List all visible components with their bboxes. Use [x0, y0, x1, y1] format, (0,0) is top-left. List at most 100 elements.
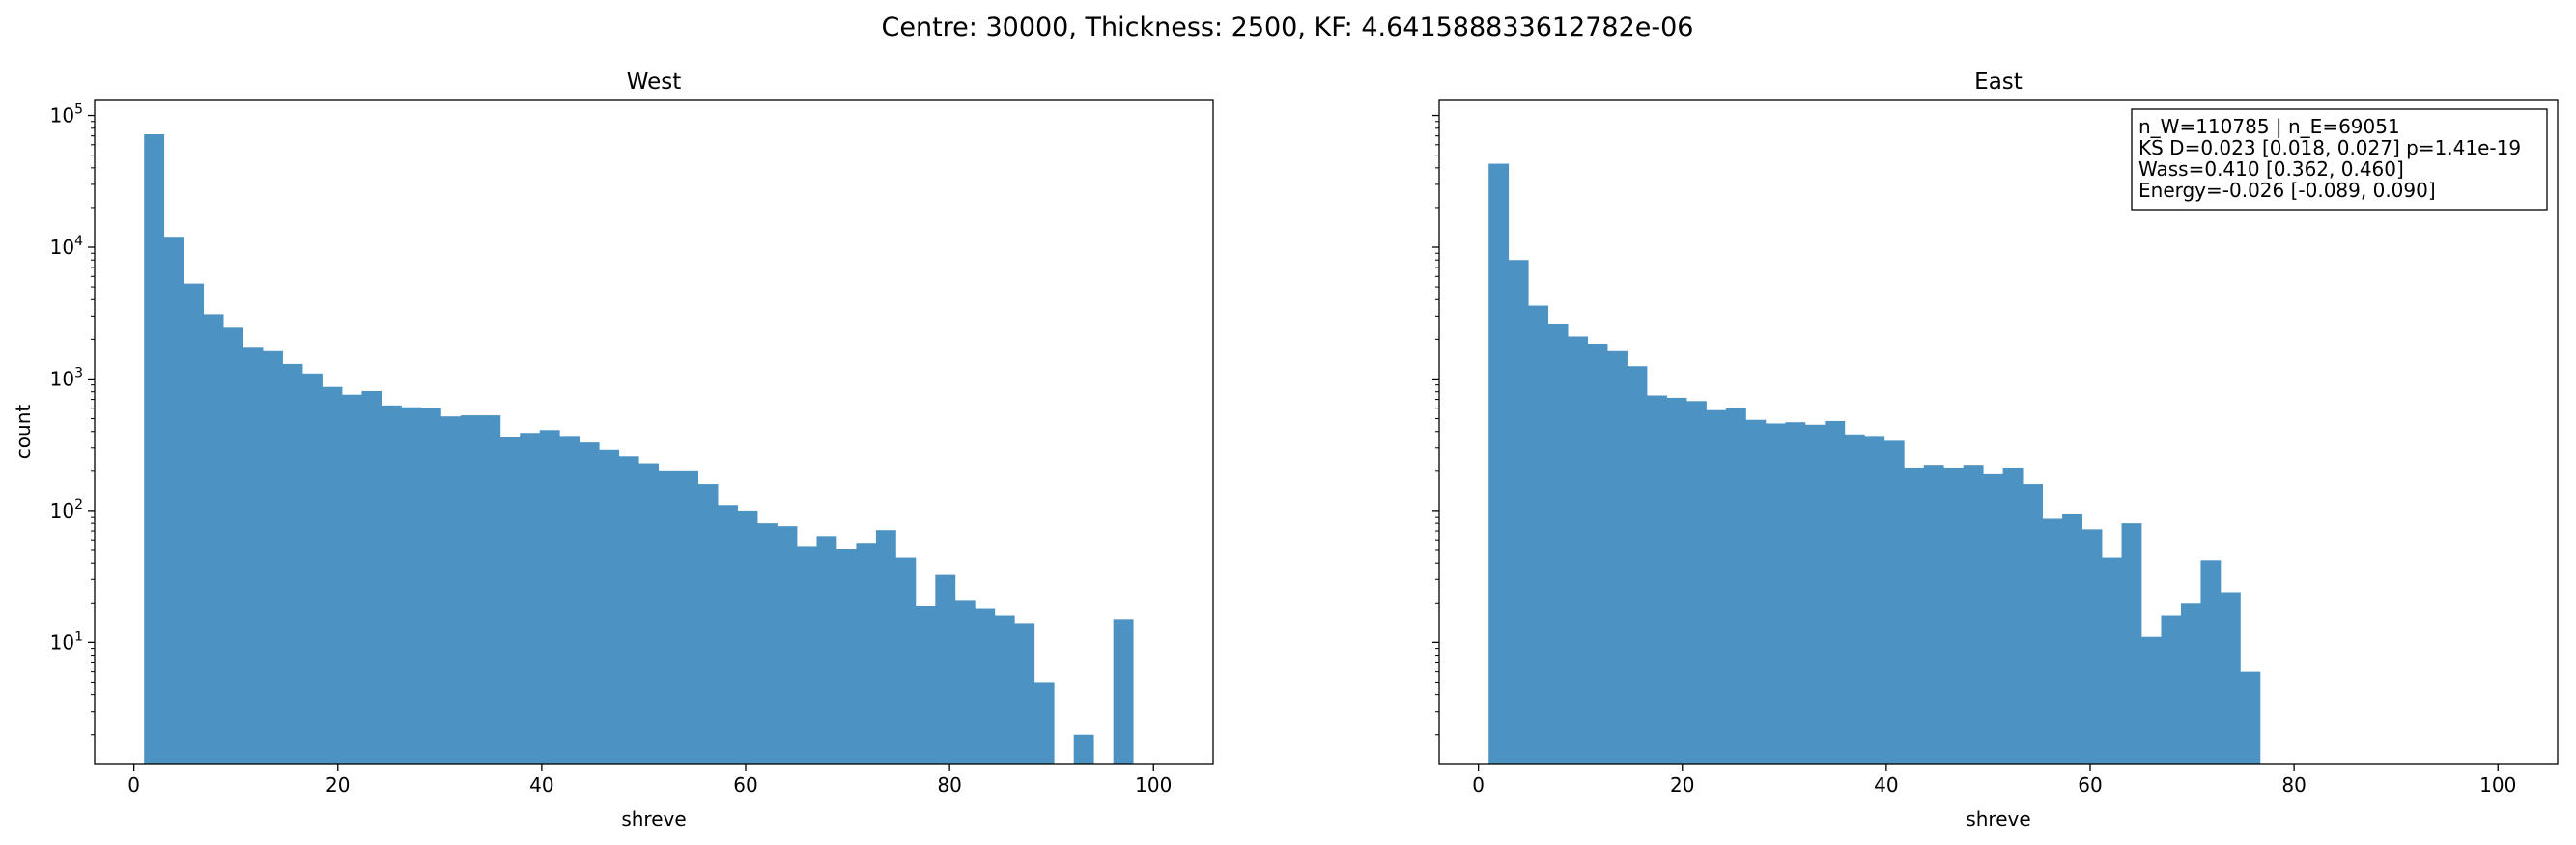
y-tick-label: 103 [50, 365, 83, 390]
y-tick-exponent: 5 [74, 102, 83, 118]
west-panel-title: West [627, 70, 682, 95]
histogram-bar [1014, 623, 1035, 764]
histogram-bar [1943, 467, 1965, 764]
west-axes-frame [94, 99, 1214, 765]
histogram-bar [460, 415, 481, 764]
east-x-axis-label: shreve [1966, 807, 2030, 831]
y-tick-exponent: 1 [74, 629, 83, 644]
histogram-bar [1568, 336, 1588, 764]
x-tick-label: 80 [2281, 774, 2306, 797]
x-tick-label: 0 [127, 774, 140, 797]
west-x-axis-label: shreve [621, 807, 686, 831]
x-tick-label: 20 [1670, 774, 1694, 797]
histogram-bar [975, 608, 996, 764]
x-tick-label: 100 [2479, 774, 2516, 797]
histogram-bar [777, 526, 798, 764]
stats-annotation-line: Energy=-0.026 [-0.089, 0.090] [2138, 179, 2436, 202]
histogram-bar [1488, 163, 1510, 764]
figure-suptitle: Centre: 30000, Thickness: 2500, KF: 4.64… [882, 13, 1694, 42]
histogram-bar [361, 390, 382, 764]
histogram-bar [2180, 603, 2201, 764]
east-axes-frame [1438, 99, 2559, 765]
histogram-bar [1547, 324, 1569, 764]
y-tick-base: 10 [50, 367, 74, 390]
x-tick-label: 40 [1874, 774, 1898, 797]
histogram-bar [2081, 529, 2103, 764]
east-panel: East 0 20 40 60 80 100 shreve n_W=110785 | n_… [1432, 70, 2559, 831]
east-x-ticks: 0 20 40 60 80 100 [1472, 764, 2516, 797]
east-y-ticks [1432, 114, 1439, 736]
y-tick-label: 105 [50, 102, 83, 127]
histogram-bar [835, 549, 857, 764]
histogram-bar [1725, 408, 1746, 764]
east-bars [1488, 163, 2261, 765]
stats-annotation-line: n_W=110785 | n_E=69051 [2138, 115, 2400, 138]
histogram-bar [480, 415, 501, 764]
histogram-bar [2121, 523, 2142, 764]
x-tick-label: 40 [529, 774, 553, 797]
histogram-bar [341, 394, 362, 764]
histogram-bar [1745, 419, 1767, 764]
y-tick-label: 102 [50, 497, 83, 522]
histogram-bar [322, 386, 343, 764]
histogram-bar [994, 615, 1015, 764]
histogram-bar [1528, 305, 1549, 764]
x-tick-label: 0 [1472, 774, 1485, 797]
histogram-bar [1113, 619, 1134, 764]
histogram-bar [184, 283, 205, 764]
histogram-bar [520, 433, 541, 764]
histogram-bar [1883, 440, 1905, 764]
histogram-bar [2042, 518, 2063, 764]
histogram-bar [203, 314, 224, 764]
histogram-bar [1844, 434, 1865, 764]
y-tick-base: 10 [50, 104, 74, 127]
stats-annotation-box: n_W=110785 | n_E=69051 KS D=0.023 [0.018… [2131, 108, 2548, 211]
y-tick-label: 104 [50, 234, 83, 259]
histogram-bar [1864, 436, 1885, 764]
x-tick-label: 100 [1135, 774, 1172, 797]
histogram-bar [895, 557, 917, 764]
histogram-bar [2102, 557, 2122, 764]
histogram-bar [757, 523, 778, 764]
y-tick-exponent: 4 [74, 234, 83, 249]
west-y-axis-label: count [12, 405, 35, 460]
stats-annotation-line: Wass=0.410 [0.362, 0.460] [2138, 157, 2404, 181]
histogram-bar [1685, 401, 1707, 764]
histogram-bar [1587, 343, 1608, 764]
y-tick-exponent: 2 [74, 497, 83, 513]
histogram-bar [935, 574, 956, 764]
histogram-bar [599, 449, 620, 764]
histogram-bar [1607, 350, 1628, 764]
histogram-bar [1765, 423, 1786, 764]
histogram-bar [282, 363, 303, 764]
histogram-bar [1904, 467, 1925, 764]
histogram-bar [1508, 260, 1529, 765]
histogram-bar [797, 546, 817, 764]
histogram-bar [381, 405, 402, 764]
histogram-bar [2161, 615, 2182, 764]
histogram-bar [420, 408, 441, 764]
histogram-bar [1825, 420, 1846, 764]
histogram-bar [638, 463, 660, 764]
histogram-bar [1073, 734, 1094, 764]
histogram-bar [2002, 467, 2024, 764]
histogram-bar [263, 350, 283, 764]
y-tick-base: 10 [50, 499, 74, 522]
histogram-bar [2141, 636, 2162, 764]
histogram-bar [954, 600, 976, 764]
x-tick-label: 60 [2078, 774, 2102, 797]
histogram-bar [915, 606, 936, 764]
histogram-bar [658, 470, 679, 764]
histogram-bar [559, 436, 580, 764]
histogram-bar [1666, 397, 1687, 764]
stats-annotation-line: KS D=0.023 [0.018, 0.027] p=1.41e-19 [2138, 136, 2521, 159]
histogram-bar [2023, 484, 2043, 764]
west-x-ticks: 0 20 40 60 80 100 [127, 764, 1172, 797]
y-tick-base: 10 [50, 236, 74, 259]
y-tick-exponent: 3 [74, 365, 83, 380]
histogram-bar [718, 505, 738, 764]
histogram-bar [2220, 592, 2241, 764]
histogram-bar [242, 347, 264, 764]
